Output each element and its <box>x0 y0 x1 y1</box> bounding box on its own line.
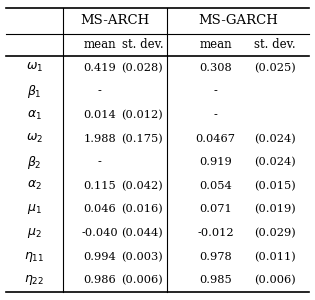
Text: (0.019): (0.019) <box>254 204 296 214</box>
Text: (0.029): (0.029) <box>254 228 296 238</box>
Text: (0.016): (0.016) <box>122 204 163 214</box>
Text: (0.025): (0.025) <box>254 63 296 73</box>
Text: -: - <box>214 86 218 96</box>
Text: -: - <box>214 110 218 120</box>
Text: 0.054: 0.054 <box>199 181 232 191</box>
Text: MS-ARCH: MS-ARCH <box>81 14 150 28</box>
Text: (0.011): (0.011) <box>254 251 296 262</box>
Text: 1.988: 1.988 <box>83 134 116 144</box>
Text: $\beta_2$: $\beta_2$ <box>27 154 42 171</box>
Text: (0.012): (0.012) <box>122 110 163 120</box>
Text: 0.0467: 0.0467 <box>196 134 236 144</box>
Text: (0.006): (0.006) <box>122 275 163 285</box>
Text: $\eta_{11}$: $\eta_{11}$ <box>24 250 45 264</box>
Text: $\eta_{22}$: $\eta_{22}$ <box>25 273 44 287</box>
Text: $\alpha_2$: $\alpha_2$ <box>27 179 42 192</box>
Text: $\omega_2$: $\omega_2$ <box>26 132 43 145</box>
Text: (0.006): (0.006) <box>254 275 296 285</box>
Text: 0.985: 0.985 <box>199 275 232 285</box>
Text: st. dev.: st. dev. <box>254 38 296 52</box>
Text: (0.003): (0.003) <box>122 251 163 262</box>
Text: $\alpha_1$: $\alpha_1$ <box>27 108 42 122</box>
Text: 0.115: 0.115 <box>83 181 116 191</box>
Text: -0.012: -0.012 <box>197 228 234 238</box>
Text: (0.028): (0.028) <box>122 63 163 73</box>
Text: (0.024): (0.024) <box>254 134 296 144</box>
Text: (0.044): (0.044) <box>122 228 163 238</box>
Text: 0.046: 0.046 <box>83 204 116 214</box>
Text: -: - <box>98 86 101 96</box>
Text: 0.986: 0.986 <box>83 275 116 285</box>
Text: (0.042): (0.042) <box>122 181 163 191</box>
Text: $\mu_2$: $\mu_2$ <box>27 226 42 240</box>
Text: (0.015): (0.015) <box>254 181 296 191</box>
Text: -0.040: -0.040 <box>81 228 118 238</box>
Text: mean: mean <box>83 38 116 52</box>
Text: 0.419: 0.419 <box>83 63 116 73</box>
Text: st. dev.: st. dev. <box>122 38 163 52</box>
Text: mean: mean <box>199 38 232 52</box>
Text: 0.919: 0.919 <box>199 157 232 167</box>
Text: (0.175): (0.175) <box>122 134 163 144</box>
Text: 0.994: 0.994 <box>83 252 116 262</box>
Text: 0.978: 0.978 <box>199 252 232 262</box>
Text: $\beta_1$: $\beta_1$ <box>27 83 42 100</box>
Text: 0.308: 0.308 <box>199 63 232 73</box>
Text: MS-GARCH: MS-GARCH <box>198 14 278 28</box>
Text: -: - <box>98 157 101 167</box>
Text: $\omega_1$: $\omega_1$ <box>26 61 43 74</box>
Text: 0.071: 0.071 <box>199 204 232 214</box>
Text: 0.014: 0.014 <box>83 110 116 120</box>
Text: (0.024): (0.024) <box>254 157 296 167</box>
Text: $\mu_1$: $\mu_1$ <box>27 202 42 216</box>
